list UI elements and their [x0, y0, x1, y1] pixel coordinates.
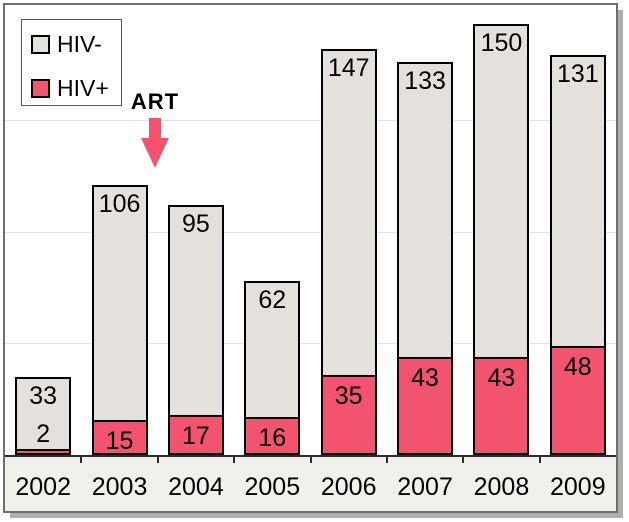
art-annotation-label: ART [130, 89, 180, 114]
x-axis-tick [156, 457, 159, 463]
bar-2008-hiv-negative-segment: 150 [473, 24, 530, 360]
bar-2004-hiv-negative-segment: 95 [167, 205, 224, 418]
art-down-arrow-icon [149, 118, 161, 138]
x-axis-label-2009: 2009 [550, 473, 606, 501]
legend-label-hiv-negative: HIV- [57, 30, 102, 57]
x-axis-label-2007: 2007 [397, 473, 453, 501]
x-axis-tick [233, 457, 236, 463]
x-axis-label-2002: 2002 [15, 473, 71, 501]
bar-2004-hiv-negative-value: 95 [182, 210, 210, 239]
bar-2009-hiv-negative-segment: 131 [549, 55, 606, 348]
bar-2006-hiv-negative-value: 147 [327, 53, 370, 82]
bar-2009-hiv-positive-segment: 48 [549, 345, 606, 455]
bar-2007-hiv-positive-segment: 43 [397, 357, 454, 455]
bar-2008-hiv-negative-value: 150 [480, 29, 523, 58]
bar-2003-hiv-positive-value: 15 [105, 426, 134, 455]
bar-2002-hiv-positive-value: 2 [36, 419, 51, 448]
bar-2007-hiv-positive-value: 43 [411, 364, 439, 393]
bar-2008-hiv-positive-value: 43 [487, 364, 516, 393]
gridline-150 [5, 120, 616, 122]
hiv-negative-swatch-icon [31, 34, 50, 54]
x-axis-tick [462, 457, 465, 463]
x-axis-tick [309, 457, 312, 463]
bar-2003-hiv-positive-segment: 15 [91, 419, 148, 455]
x-axis-tick [385, 457, 388, 463]
bar-2005-hiv-positive-value: 16 [258, 424, 287, 453]
x-axis-label-2004: 2004 [168, 473, 224, 501]
bar-2002-hiv-negative-segment: 33 2 [15, 376, 72, 451]
x-axis-label-2003: 2003 [91, 473, 148, 501]
bar-2002-hiv-positive-segment [15, 448, 72, 455]
chart-frame: 33 2 106 15 95 17 62 16 147 35 133 43 150 43 131 48 200… [3, 3, 618, 513]
bar-2007-hiv-negative-value: 133 [404, 67, 446, 96]
bar-2009-hiv-positive-value: 48 [563, 352, 592, 381]
x-axis-tick [80, 457, 83, 463]
art-down-arrow-head-icon [141, 138, 169, 168]
x-axis-tick [538, 457, 541, 463]
bar-2005-hiv-negative-segment: 62 [244, 280, 301, 420]
bar-2003-hiv-negative-value: 106 [98, 189, 141, 218]
bar-2009-hiv-negative-value: 131 [556, 60, 599, 89]
x-axis-label-2008: 2008 [473, 473, 530, 501]
legend-label-hiv-positive: HIV+ [57, 74, 109, 101]
plot-area: 33 2 106 15 95 17 62 16 147 35 133 43 150 43 131 48 [5, 5, 616, 511]
bar-2006-hiv-positive-segment: 35 [320, 374, 377, 455]
bar-2008-hiv-positive-segment: 43 [473, 357, 530, 455]
x-axis-band: 2002 2003 2004 2005 2006 2007 2008 2009 [5, 455, 616, 511]
bar-2004-hiv-positive-segment: 17 [167, 415, 224, 455]
bar-2007-hiv-negative-segment: 133 [397, 62, 454, 359]
x-axis-label-2005: 2005 [244, 473, 301, 501]
gridline-100 [5, 231, 616, 233]
legend-item-hiv-negative: HIV- [31, 31, 121, 57]
legend: HIV- HIV+ [21, 19, 122, 106]
bar-2006-hiv-negative-segment: 147 [320, 48, 377, 377]
gridline-50 [5, 343, 616, 345]
bar-2005-hiv-positive-segment: 16 [244, 417, 301, 455]
art-annotation: ART [115, 89, 195, 168]
bar-2006-hiv-positive-value: 35 [334, 381, 363, 410]
x-axis-label-2006: 2006 [320, 473, 377, 501]
bar-2005-hiv-negative-value: 62 [258, 285, 287, 314]
legend-item-hiv-positive: HIV+ [31, 75, 121, 101]
bar-2002-hiv-negative-value: 33 [29, 381, 58, 410]
hiv-positive-swatch-icon [31, 78, 50, 98]
bar-2003-hiv-negative-segment: 106 [91, 184, 148, 422]
bar-2004-hiv-positive-value: 17 [182, 422, 210, 451]
